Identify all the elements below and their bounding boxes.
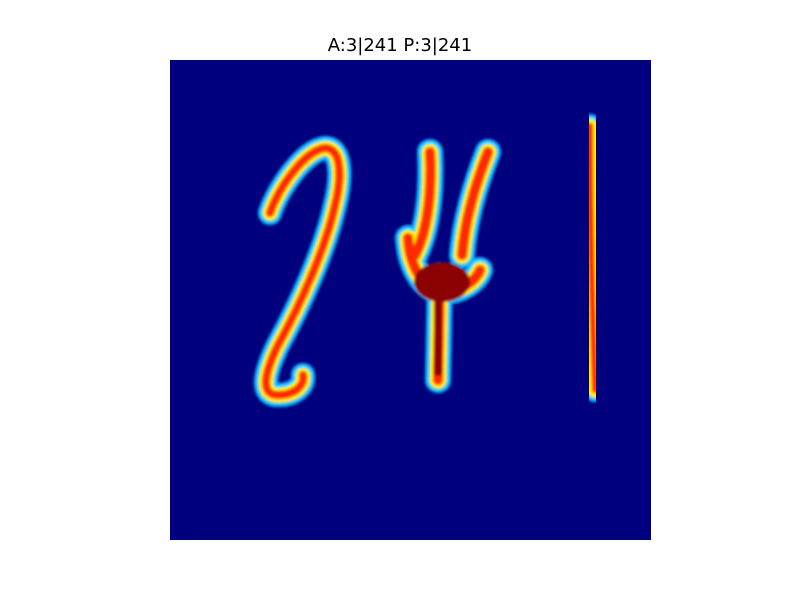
figure-title: A:3|241 P:3|241 bbox=[327, 35, 473, 56]
digit-4-glyph bbox=[395, 139, 501, 393]
image-background bbox=[170, 60, 651, 540]
heatmap-image bbox=[170, 60, 651, 540]
digit-1-glyph bbox=[578, 114, 607, 402]
digit-2-glyph bbox=[254, 136, 352, 407]
